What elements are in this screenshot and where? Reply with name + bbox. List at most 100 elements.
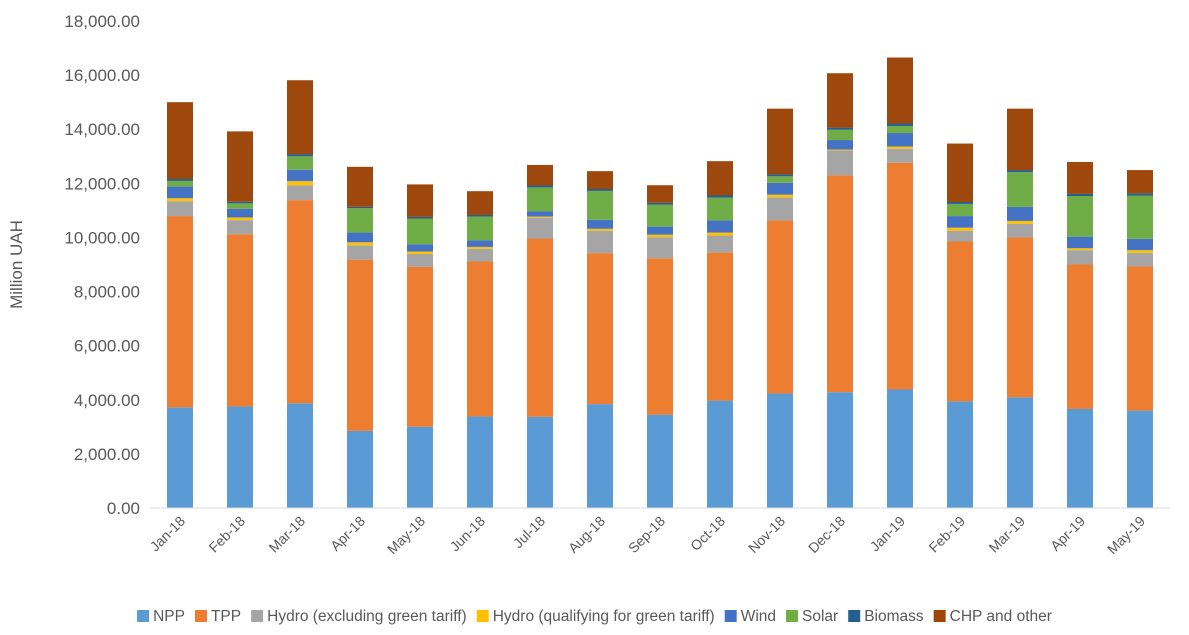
bar-segment-solar — [347, 208, 373, 233]
bar-segment-hydro-qualifying-for-green-tariff — [707, 232, 733, 236]
bar-segment-chp-and-other — [527, 164, 553, 186]
bar-segment-wind — [227, 208, 253, 218]
bar-segment-chp-and-other — [767, 108, 793, 175]
bar-segment-hydro-excluding-green-tariff — [1067, 250, 1093, 265]
legend-item: TPP — [194, 608, 241, 625]
legend-swatch — [933, 610, 946, 622]
bar-segment-tpp — [1007, 237, 1033, 398]
bar-segment-hydro-excluding-green-tariff — [887, 148, 913, 163]
bar-segment-hydro-qualifying-for-green-tariff — [287, 181, 313, 186]
y-tick-label: 2,000.00 — [74, 445, 140, 464]
x-tick-label: Dec-18 — [805, 513, 848, 556]
legend-item: Solar — [786, 608, 838, 625]
legend-swatch — [476, 610, 489, 622]
bar-segment-chp-and-other — [1067, 161, 1093, 194]
bar-segment-chp-and-other — [227, 131, 253, 202]
bar-segment-tpp — [587, 253, 613, 405]
bar-segment-tpp — [287, 200, 313, 404]
bar-segment-wind — [587, 219, 613, 229]
bar-segment-npp — [227, 406, 253, 508]
bar-segment-hydro-excluding-green-tariff — [467, 248, 493, 262]
bar-segment-tpp — [947, 241, 973, 402]
bar-segment-wind — [887, 133, 913, 147]
x-tick-label: Jul-18 — [510, 513, 548, 551]
bar-segment-solar — [827, 129, 853, 141]
bar-segment-tpp — [827, 175, 853, 393]
legend-label: Solar — [802, 608, 838, 625]
x-tick-label: May-19 — [1104, 513, 1148, 557]
bar-segment-tpp — [527, 238, 553, 417]
bar-segment-wind — [407, 244, 433, 252]
bar-segment-tpp — [407, 266, 433, 427]
y-tick-label: 18,000.00 — [64, 12, 140, 31]
bar-segment-hydro-excluding-green-tariff — [407, 253, 433, 267]
legend-item: Hydro (excluding green tariff) — [251, 608, 467, 625]
bar-segment-npp — [1007, 397, 1033, 508]
bar-segment-tpp — [767, 220, 793, 394]
bar-segment-biomass — [947, 202, 973, 204]
bar-segment-solar — [167, 180, 193, 187]
bar-segment-hydro-qualifying-for-green-tariff — [527, 216, 553, 218]
bar-segment-biomass — [287, 154, 313, 157]
legend-swatch — [137, 610, 150, 622]
x-tick-label: May-18 — [384, 513, 428, 557]
legend-label: Hydro (excluding green tariff) — [267, 608, 467, 625]
bar-segment-hydro-excluding-green-tariff — [707, 235, 733, 253]
legend-swatch — [848, 610, 861, 622]
bar-segment-biomass — [887, 123, 913, 126]
bar-segment-wind — [347, 232, 373, 243]
bar-segment-hydro-qualifying-for-green-tariff — [947, 227, 973, 231]
bar-segment-solar — [287, 156, 313, 170]
bar-segment-tpp — [167, 216, 193, 408]
bar-segment-chp-and-other — [287, 80, 313, 155]
bar-segment-biomass — [467, 214, 493, 217]
bar-segment-wind — [707, 220, 733, 233]
legend-swatch — [786, 610, 799, 622]
bar-segment-wind — [1127, 238, 1153, 251]
x-tick-label: Aug-18 — [565, 513, 608, 556]
y-tick-label: 10,000.00 — [64, 228, 140, 247]
legend-item: Wind — [724, 608, 776, 625]
bar-segment-chp-and-other — [827, 73, 853, 128]
bar-segment-solar — [707, 197, 733, 221]
bar-segment-wind — [1067, 236, 1093, 249]
bar-segment-chp-and-other — [947, 143, 973, 203]
bar-segment-hydro-excluding-green-tariff — [1007, 223, 1033, 238]
legend-item: CHP and other — [933, 608, 1052, 625]
bar-segment-chp-and-other — [647, 185, 673, 203]
bar-segment-tpp — [1127, 266, 1153, 411]
bar-segment-biomass — [707, 195, 733, 198]
bar-segment-biomass — [1127, 193, 1153, 196]
legend-swatch — [724, 610, 737, 622]
bar-segment-wind — [947, 216, 973, 228]
bar-segment-chp-and-other — [1007, 108, 1033, 171]
bar-segment-solar — [647, 204, 673, 227]
y-tick-label: 12,000.00 — [64, 174, 140, 193]
bar-segment-biomass — [407, 216, 433, 219]
legend-label: Hydro (qualifying for green tariff) — [493, 608, 715, 625]
bar-segment-npp — [647, 414, 673, 508]
bar-segment-biomass — [647, 202, 673, 205]
y-tick-label: 14,000.00 — [64, 120, 140, 139]
bar-segment-hydro-excluding-green-tariff — [1127, 252, 1153, 267]
x-tick-label: Apr-18 — [327, 513, 368, 554]
bar-segment-hydro-excluding-green-tariff — [767, 197, 793, 221]
bar-segment-chp-and-other — [467, 191, 493, 215]
bar-segment-hydro-qualifying-for-green-tariff — [467, 246, 493, 249]
bar-segment-biomass — [587, 189, 613, 191]
bar-segment-npp — [707, 400, 733, 508]
legend: NPP TPP Hydro (excluding green tariff) Hydr… — [137, 608, 1052, 625]
y-tick-label: 8,000.00 — [74, 283, 140, 302]
bar-segment-chp-and-other — [407, 184, 433, 217]
x-tick-label: Mar-19 — [985, 513, 1028, 556]
bar-segment-hydro-excluding-green-tariff — [527, 217, 553, 239]
bar-segment-tpp — [1067, 264, 1093, 409]
bar-segment-biomass — [1067, 193, 1093, 197]
bar-segment-biomass — [347, 206, 373, 209]
bar-segment-hydro-qualifying-for-green-tariff — [1067, 248, 1093, 251]
bar-segment-chp-and-other — [887, 57, 913, 124]
x-tick-label: Jan-19 — [867, 513, 909, 555]
bar-segment-tpp — [647, 258, 673, 415]
